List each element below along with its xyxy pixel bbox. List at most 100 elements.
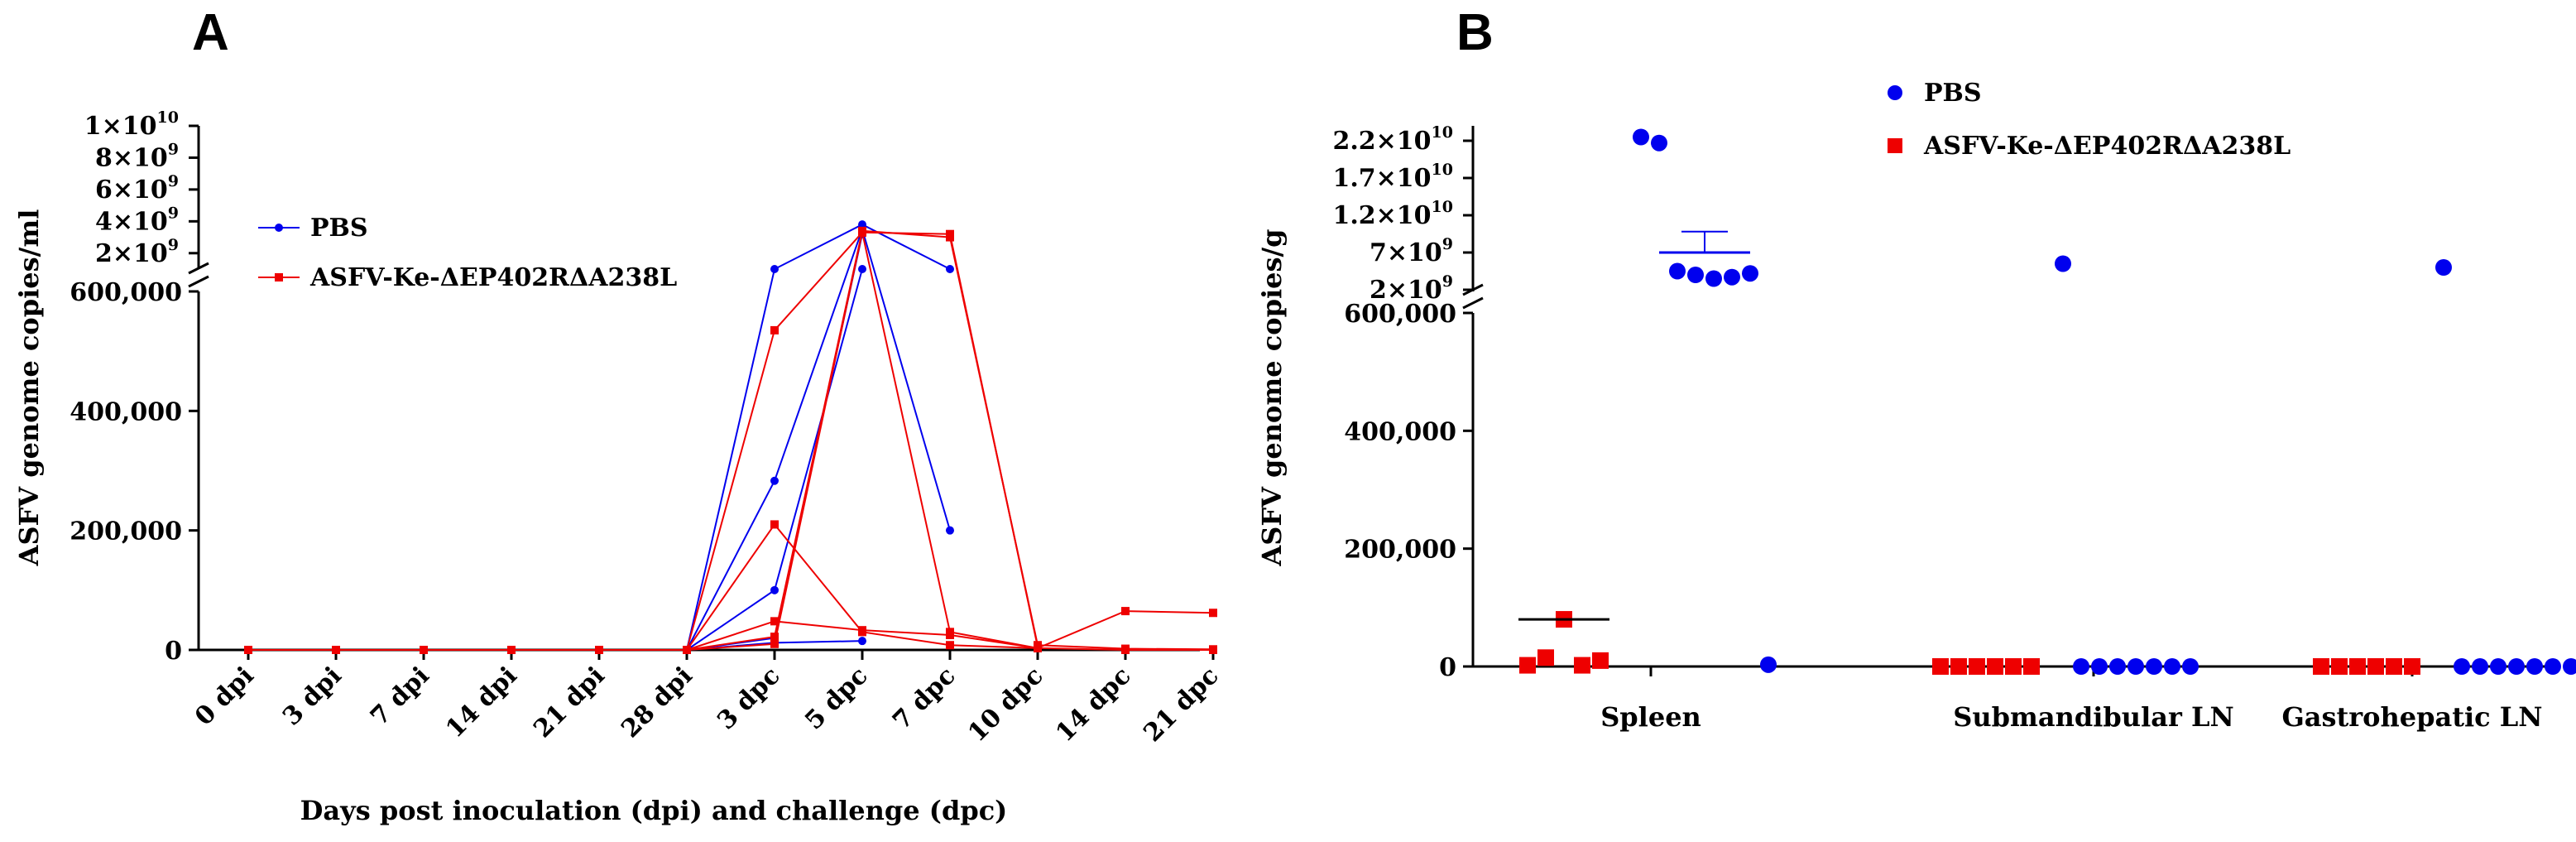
x-ticks-a: 0 dpi 3 dpi 7 dpi 14 dpi 21 dpi 28 dpi 3 dpc 5 … bbox=[189, 650, 1225, 748]
legend-a: PBS ASFV-Ke-ΔEP402RΔA238L bbox=[258, 214, 677, 292]
data-point bbox=[2454, 658, 2470, 675]
data-point bbox=[2386, 658, 2402, 675]
data-point bbox=[2490, 658, 2506, 675]
data-point bbox=[683, 646, 691, 654]
y-tick-label: 2.2×1010 bbox=[1332, 123, 1453, 156]
data-point bbox=[1592, 652, 1609, 669]
legend-marker-asfv-b bbox=[1888, 138, 1902, 153]
data-point bbox=[2404, 658, 2420, 675]
series-line-5 bbox=[248, 231, 1039, 651]
legend-label-pbs-b: PBS bbox=[1924, 79, 1982, 108]
data-point bbox=[1121, 607, 1130, 616]
data-point bbox=[2127, 658, 2144, 675]
data-point bbox=[2023, 658, 2040, 675]
y-ticks-lower-a: 0 200,000 400,000 600,000 bbox=[70, 278, 199, 666]
x-axis-title-a: Days post inoculation (dpi) and challeng… bbox=[300, 795, 1008, 826]
data-point bbox=[1537, 649, 1554, 666]
data-point bbox=[1651, 134, 1667, 152]
data-point bbox=[770, 476, 779, 485]
data-point bbox=[1574, 657, 1590, 674]
legend-b: PBS ASFV-Ke-ΔEP402RΔA238L bbox=[1888, 79, 2291, 161]
chart-b: ASFV genome copies/g 0 200,000 400,000 600,… bbox=[1256, 79, 2576, 733]
data-point bbox=[1724, 268, 1740, 286]
data-point bbox=[1760, 656, 1777, 673]
data-point bbox=[2563, 658, 2576, 675]
data-point bbox=[1969, 658, 1985, 675]
data-point bbox=[2164, 658, 2180, 675]
x-tick-label: 14 dpi bbox=[440, 662, 522, 743]
panel-label-a: A bbox=[192, 4, 229, 61]
x-tick-label: 10 dpc bbox=[962, 662, 1048, 748]
data-point bbox=[858, 626, 866, 635]
legend-marker-asfv-a bbox=[275, 273, 283, 281]
y-tick-label: 8×109 bbox=[95, 140, 179, 172]
data-point bbox=[946, 628, 954, 637]
series-a bbox=[244, 220, 1217, 654]
x-tick-label: 3 dpc bbox=[712, 662, 785, 735]
data-point bbox=[770, 265, 779, 273]
data-point bbox=[1034, 643, 1042, 652]
data-point bbox=[770, 633, 779, 642]
x-tick-label: 0 dpi bbox=[189, 662, 260, 732]
x-tick-label: 14 dpc bbox=[1050, 662, 1136, 748]
data-point bbox=[946, 641, 954, 650]
data-point bbox=[595, 646, 603, 654]
data-point bbox=[2005, 658, 2022, 675]
y-tick-label: 400,000 bbox=[1344, 417, 1456, 446]
y-tick-label: 400,000 bbox=[70, 397, 182, 426]
data-point bbox=[2055, 255, 2071, 272]
y-axis-title-b: ASFV genome copies/g bbox=[1256, 229, 1288, 566]
y-tick-label: 2×109 bbox=[95, 236, 179, 268]
data-point bbox=[2091, 658, 2108, 675]
y-tick-label: 6×109 bbox=[95, 172, 179, 204]
series-line-1 bbox=[248, 226, 951, 651]
data-point bbox=[507, 646, 516, 654]
x-tick-label: 7 dpi bbox=[365, 662, 435, 732]
legend-label-pbs-a: PBS bbox=[310, 214, 368, 243]
y-ticks-lower-b: 0 200,000 400,000 600,000 bbox=[1344, 300, 1473, 682]
data-point bbox=[1987, 658, 2003, 675]
y-tick-label: 0 bbox=[1439, 653, 1456, 682]
data-point bbox=[332, 646, 340, 654]
data-point bbox=[858, 265, 866, 273]
y-tick-label: 200,000 bbox=[70, 517, 182, 546]
data-point bbox=[2349, 658, 2366, 675]
data-point bbox=[770, 617, 779, 626]
data-point bbox=[1742, 265, 1758, 282]
x-tick-label: Spleen bbox=[1600, 701, 1701, 733]
y-tick-label: 1.7×1010 bbox=[1332, 161, 1453, 193]
data-point bbox=[2146, 658, 2162, 675]
y-tick-label: 600,000 bbox=[1344, 300, 1456, 329]
data-point bbox=[946, 233, 954, 242]
series-line-6 bbox=[248, 522, 1039, 651]
data-point bbox=[2313, 658, 2329, 675]
data-point bbox=[1932, 658, 1949, 675]
data-point bbox=[244, 646, 252, 654]
y-tick-label: 4×109 bbox=[95, 204, 179, 236]
panel-label-b: B bbox=[1456, 4, 1494, 61]
data-point bbox=[2545, 658, 2561, 675]
legend-marker-pbs-a bbox=[275, 224, 283, 232]
chart-a: ASFV genome copies/ml Days post inoculat… bbox=[13, 108, 1225, 826]
y-tick-label: 600,000 bbox=[70, 278, 182, 307]
x-tick-label: 28 dpi bbox=[616, 662, 698, 743]
data-point bbox=[770, 585, 779, 594]
series-line-4 bbox=[248, 640, 863, 651]
x-tick-label: 3 dpi bbox=[277, 662, 348, 732]
y-ticks-upper-b: 2×109 7×109 1.2×1010 1.7×1010 2.2×1010 bbox=[1332, 123, 1473, 305]
x-tick-label: 7 dpc bbox=[887, 662, 961, 735]
data-point bbox=[1633, 128, 1649, 146]
legend-marker-pbs-b bbox=[1888, 85, 1902, 100]
x-tick-label: 5 dpc bbox=[799, 662, 873, 735]
x-ticks-b: Spleen Submandibular LN Gastrohepatic LN bbox=[1600, 666, 2543, 733]
legend-label-asfv-a: ASFV-Ke-ΔEP402RΔA238L bbox=[309, 263, 677, 292]
data-point bbox=[858, 637, 866, 646]
series-line-2 bbox=[248, 268, 863, 651]
data-point bbox=[946, 526, 954, 535]
data-point bbox=[770, 639, 779, 648]
data-point bbox=[2472, 658, 2488, 675]
y-tick-label: 1×1010 bbox=[84, 108, 179, 141]
data-point bbox=[2526, 658, 2543, 675]
data-point bbox=[946, 265, 954, 273]
